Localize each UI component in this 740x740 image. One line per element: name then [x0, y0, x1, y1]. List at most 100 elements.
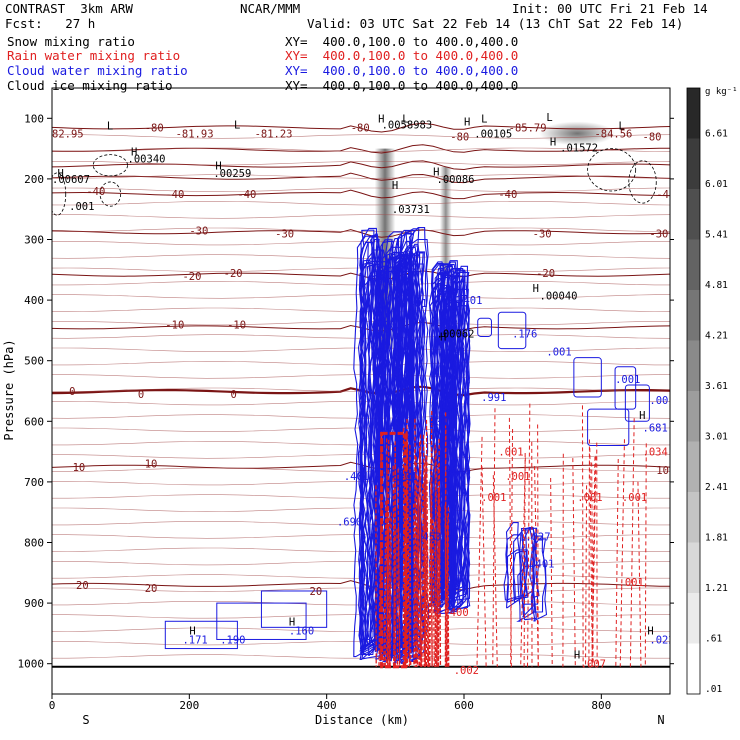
isotherm-label: -20 — [224, 268, 243, 280]
contour-value-label: .0058983 — [382, 119, 433, 131]
isotherm-label: -40 — [237, 189, 256, 201]
isotherm-label: 0 — [69, 386, 75, 398]
cloud-water-contour — [428, 263, 451, 607]
extremum-label: H — [550, 136, 556, 148]
contour-value-label: -81.93 — [176, 128, 214, 140]
x-axis-left-end: S — [82, 713, 89, 727]
rain-water-contour — [438, 438, 442, 667]
x-tick-label: 600 — [454, 699, 474, 712]
x-axis-label: Distance (km) — [315, 713, 409, 727]
isotherm-label: 0 — [231, 389, 237, 401]
contour-value-label: .001 — [615, 374, 640, 386]
y-tick-label: 600 — [24, 415, 44, 428]
extremum-label: H — [533, 283, 539, 295]
rain-water-contour — [481, 466, 487, 667]
isotherm-line — [52, 144, 670, 154]
field-xy-snow: XY= 400.0,100.0 to 400.0,400.0 — [285, 34, 519, 49]
cloud-water-contour — [531, 538, 548, 622]
cloud-water-contour — [477, 317, 492, 337]
cloud-ice-contour — [628, 160, 657, 204]
rain-water-contour — [436, 489, 440, 667]
contour-value-label: .001 — [423, 416, 448, 428]
rain-water-contour — [434, 444, 438, 667]
rain-water-contour — [591, 455, 597, 667]
rain-water-contour — [445, 515, 449, 667]
contour-value-label: .401 — [392, 347, 417, 359]
colorbar-label: 2.41 — [705, 482, 728, 493]
cloud-water-contour — [587, 408, 630, 447]
contour-value-label: .991 — [481, 392, 506, 404]
contour-value-label: 1.93 — [440, 347, 465, 359]
field-name-rain: Rain water mixing ratio — [7, 48, 181, 63]
cloud-water-contour — [512, 551, 529, 600]
contour-value-label: .453 — [416, 531, 441, 543]
colorbar-label: .01 — [705, 684, 722, 695]
isotherm-label: 20 — [145, 583, 158, 595]
contour-value-label: -84.56 — [594, 128, 632, 140]
colorbar-label: 4.81 — [705, 280, 728, 291]
colorbar-segment — [687, 239, 700, 290]
field-name-cloud-ice: Cloud ice mixing ratio — [7, 78, 173, 93]
contour-value-label: -81.23 — [255, 128, 293, 140]
institution-label: NCAR/MMM — [240, 1, 301, 16]
y-tick-label: 700 — [24, 476, 44, 489]
rain-water-contour — [444, 505, 448, 667]
contour-value-label: .400 — [443, 607, 468, 619]
cloud-water-contour — [512, 529, 534, 603]
x-axis-right-end: N — [657, 713, 664, 727]
rain-water-contour — [415, 456, 419, 667]
colorbar-label: 3.61 — [705, 381, 728, 392]
isotherm-line — [52, 227, 670, 232]
rain-water-contour — [406, 441, 410, 667]
isotherm-line — [52, 189, 670, 200]
isotherm-label: -30 — [189, 225, 208, 237]
colorbar-segment — [687, 138, 700, 189]
isotherm-line — [52, 160, 670, 166]
isotherm-line — [52, 654, 670, 659]
isotherm-label: 10 — [656, 465, 669, 477]
colorbar-segment — [687, 290, 700, 341]
cloud-water-contour — [397, 233, 415, 649]
contour-value-label: .001 — [577, 492, 602, 504]
extremum-label: L — [619, 121, 625, 133]
contour-value-label: .001 — [481, 492, 506, 504]
rain-water-contour — [383, 501, 387, 667]
isotherm-label: -20 — [182, 271, 201, 283]
rain-water-contour — [428, 513, 432, 667]
rain-water-contour — [581, 405, 584, 667]
cloud-water-contour — [359, 236, 381, 661]
colorbar-segment — [687, 441, 700, 492]
cloud-water-contour — [445, 275, 464, 593]
rain-water-contour — [378, 530, 382, 667]
cloud-ice-contour — [99, 181, 122, 207]
rain-water-contour — [393, 464, 397, 667]
colorbar-segment — [687, 189, 700, 240]
colorbar-label: 6.61 — [705, 129, 728, 140]
y-tick-label: 400 — [24, 294, 44, 307]
colorbar-unit: g kg⁻¹ — [705, 87, 738, 97]
valid-time: Valid: 03 UTC Sat 22 Feb 14 (13 ChT Sat … — [307, 16, 684, 31]
ice-shading-plume — [439, 166, 452, 276]
isotherm-label: -80 — [450, 131, 469, 143]
contour-value-label: .176 — [512, 328, 537, 340]
rain-water-contour — [397, 468, 401, 667]
contour-value-label: .171 — [182, 634, 207, 646]
contour-value-label: .001 — [371, 319, 396, 331]
isotherm-label: 10 — [73, 462, 86, 474]
contour-value-label: .007 — [581, 659, 606, 671]
rain-water-contour — [615, 458, 619, 667]
contour-value-label: .002 — [454, 665, 479, 677]
field-name-cloud-water: Cloud water mixing ratio — [7, 63, 188, 78]
extremum-label: H — [440, 331, 446, 343]
isotherm-label: -30 — [533, 228, 552, 240]
rain-water-contour — [589, 448, 593, 667]
cloud-water-contour — [368, 238, 382, 643]
extremum-label: L — [234, 119, 240, 131]
cloud-ice-contour — [92, 154, 128, 177]
extremum-label: L — [481, 113, 487, 125]
contour-value-label: -85.79 — [509, 122, 547, 134]
isotherm-label: 0 — [138, 389, 144, 401]
contour-value-label: .001 — [505, 471, 530, 483]
isotherm-line — [52, 187, 670, 192]
colorbar-label: 5.41 — [705, 230, 728, 241]
